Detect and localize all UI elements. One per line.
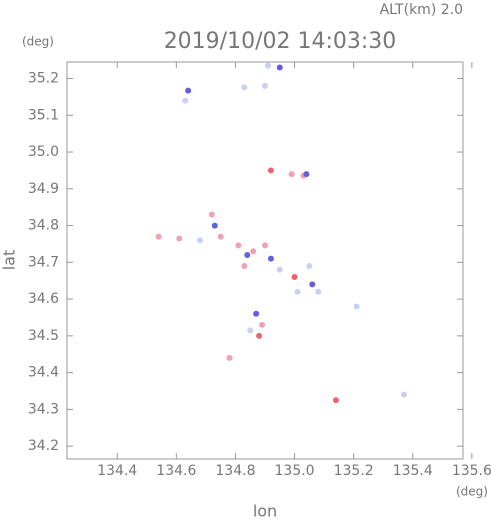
echo-point bbox=[196, 237, 203, 244]
x-tick-label: 134.4 bbox=[97, 463, 137, 479]
echo-point bbox=[241, 84, 248, 91]
echo-point bbox=[259, 321, 266, 328]
echo-point bbox=[208, 211, 215, 218]
echo-point bbox=[288, 171, 295, 178]
echo-point bbox=[262, 242, 268, 249]
echo-point bbox=[303, 171, 310, 178]
echo-point bbox=[309, 281, 316, 288]
echo-point bbox=[176, 235, 183, 242]
y-tick-label: 35.1 bbox=[28, 107, 59, 123]
echo-point bbox=[182, 97, 189, 104]
y-unit: (deg) bbox=[22, 35, 54, 49]
x-tick-label: 135.4 bbox=[393, 463, 433, 479]
echo-point bbox=[217, 233, 224, 240]
x-unit: (deg) bbox=[456, 485, 488, 499]
echo-point bbox=[332, 397, 339, 404]
echo-point bbox=[244, 251, 251, 258]
y-tick-label: 35.2 bbox=[28, 71, 59, 87]
echo-point bbox=[400, 391, 407, 398]
echo-point bbox=[241, 263, 248, 270]
echo-point bbox=[247, 327, 254, 334]
plot-frame bbox=[66, 61, 464, 460]
y-axis-label: lat bbox=[0, 250, 19, 271]
x-tick-label: 135.6 bbox=[452, 463, 491, 479]
echo-point bbox=[185, 87, 192, 94]
x-tick-label: 135.2 bbox=[334, 463, 374, 479]
y-tick-label: 34.3 bbox=[28, 401, 59, 417]
echo-point bbox=[267, 255, 274, 262]
x-tick-label: 134.6 bbox=[156, 463, 196, 479]
echo-point bbox=[264, 62, 271, 69]
echo-point bbox=[155, 233, 162, 240]
y-tick-label: 34.9 bbox=[28, 181, 59, 197]
echo-point bbox=[267, 167, 274, 174]
y-tick-label: 34.5 bbox=[28, 328, 59, 344]
echo-point bbox=[211, 222, 218, 229]
x-tick-label: 134.8 bbox=[215, 463, 255, 479]
echo-point bbox=[226, 354, 233, 361]
y-tick-label: 34.7 bbox=[28, 254, 59, 270]
echo-point bbox=[253, 310, 260, 317]
echo-point bbox=[250, 248, 257, 255]
echo-point bbox=[306, 263, 313, 270]
echo-point bbox=[291, 274, 298, 281]
echo-point bbox=[353, 303, 360, 310]
echo-point bbox=[256, 332, 263, 339]
x-axis-label: lon bbox=[253, 502, 277, 521]
echo-point bbox=[276, 64, 283, 71]
y-tick-label: 35.0 bbox=[28, 144, 59, 160]
y-tick-label: 34.4 bbox=[28, 365, 59, 381]
chart-title: 2019/10/02 14:03:30 bbox=[164, 29, 397, 54]
y-tick-label: 34.8 bbox=[28, 218, 59, 234]
echo-point bbox=[315, 288, 322, 295]
y-tick-label: 34.2 bbox=[28, 438, 59, 454]
echo-point bbox=[235, 242, 242, 249]
echo-point bbox=[262, 82, 268, 89]
x-tick-label: 135.0 bbox=[275, 463, 315, 479]
echo-point bbox=[294, 288, 301, 295]
y-tick-label: 34.6 bbox=[28, 291, 59, 307]
echo-point bbox=[276, 266, 283, 273]
altitude-label: ALT(km) 2.0 bbox=[380, 2, 463, 18]
